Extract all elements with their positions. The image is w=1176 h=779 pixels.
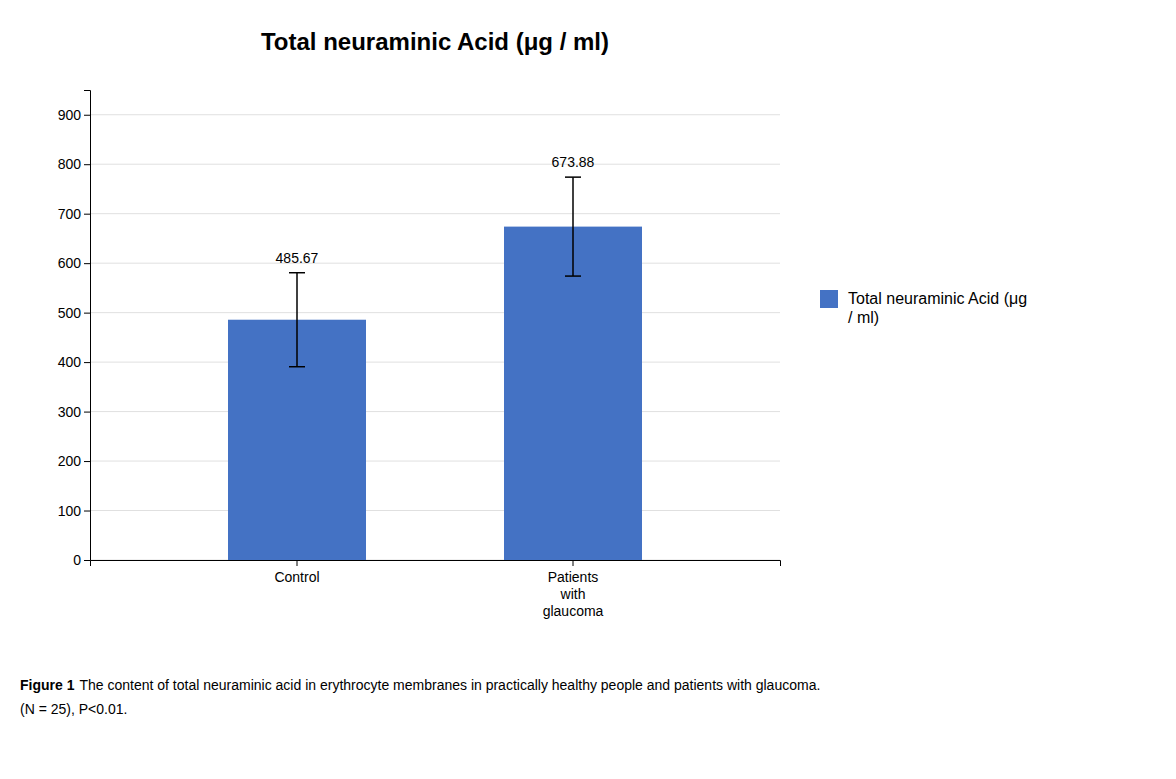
x-tick-label-line: glaucoma bbox=[543, 603, 604, 619]
x-tick-label-line: with bbox=[560, 586, 586, 602]
chart-container: Total neuraminic Acid (μg / ml) 0 100 200 30… bbox=[0, 0, 1176, 779]
x-tick-mark bbox=[573, 560, 574, 566]
x-tick-label-line: Patients bbox=[548, 569, 599, 585]
bar bbox=[504, 227, 642, 560]
caption-text: The content of total neuraminic acid in … bbox=[79, 677, 820, 693]
caption: Figure 1The content of total neuraminic … bbox=[20, 677, 820, 717]
x-tick-label: Control bbox=[274, 569, 319, 585]
y-tick-label: 400 bbox=[58, 354, 82, 370]
y-tick-mark bbox=[84, 362, 90, 363]
error-bar bbox=[289, 273, 305, 367]
y-tick-label: 700 bbox=[58, 206, 82, 222]
x-tick-mark bbox=[297, 560, 298, 566]
data-labels: 485.67 673.88 bbox=[276, 154, 595, 266]
y-tick-label: 600 bbox=[58, 255, 82, 271]
plot-marks bbox=[228, 177, 642, 560]
legend-label-line: / ml) bbox=[848, 309, 879, 326]
y-tick-mark bbox=[84, 412, 90, 413]
x-tick-label-line: Control bbox=[274, 569, 319, 585]
legend-item: Total neuraminic Acid (μg / ml) bbox=[820, 290, 1027, 326]
y-tick-mark bbox=[84, 511, 90, 512]
grid-line bbox=[90, 263, 780, 264]
y-tick: 500 bbox=[58, 305, 90, 321]
y-tick-label: 900 bbox=[58, 107, 82, 123]
x-tick: Patientswithglaucoma bbox=[543, 560, 604, 619]
y-tick: 600 bbox=[58, 255, 90, 271]
error-bar-stem bbox=[572, 177, 574, 276]
y-tick: 0 bbox=[73, 552, 90, 568]
y-tick-mark bbox=[84, 461, 90, 462]
error-bar-cap bbox=[289, 366, 305, 368]
y-tick: 100 bbox=[58, 503, 90, 519]
y-tick-mark bbox=[84, 263, 90, 264]
chart-svg: Total neuraminic Acid (μg / ml) 0 100 200 30… bbox=[0, 0, 1176, 779]
y-tick: 300 bbox=[58, 404, 90, 420]
error-bar-stem bbox=[296, 273, 298, 367]
y-tick-mark bbox=[84, 115, 90, 116]
grid-line bbox=[90, 312, 780, 313]
error-bar-cap bbox=[289, 272, 305, 274]
y-tick-label: 100 bbox=[58, 503, 82, 519]
y-tick: 200 bbox=[58, 453, 90, 469]
error-bar-cap bbox=[565, 176, 581, 178]
grid-line bbox=[90, 411, 780, 412]
grid-line bbox=[90, 461, 780, 462]
grid-line bbox=[90, 510, 780, 511]
x-axis-line bbox=[91, 561, 781, 567]
y-tick: 800 bbox=[58, 156, 90, 172]
caption-bold: Figure 1 bbox=[20, 677, 75, 693]
y-tick: 700 bbox=[58, 206, 90, 222]
grid-line bbox=[90, 362, 780, 363]
y-tick-label: 200 bbox=[58, 453, 82, 469]
y-tick-label: 0 bbox=[73, 552, 81, 568]
y-tick-mark bbox=[84, 560, 90, 561]
grid-line bbox=[90, 114, 780, 115]
y-axis: 0 100 200 300 400 500 600 700 800 900 bbox=[58, 91, 91, 568]
y-tick: 900 bbox=[58, 107, 90, 123]
series bbox=[228, 177, 642, 560]
error-bar-cap bbox=[565, 275, 581, 277]
x-axis: Control Patientswithglaucoma bbox=[91, 560, 781, 619]
y-tick-label: 800 bbox=[58, 156, 82, 172]
y-tick: 400 bbox=[58, 354, 90, 370]
y-axis-line bbox=[84, 91, 91, 561]
y-tick-mark bbox=[84, 313, 90, 314]
grid-line bbox=[90, 164, 780, 165]
x-tick-label: Patientswithglaucoma bbox=[543, 569, 604, 619]
title: Total neuraminic Acid (μg / ml) bbox=[261, 28, 609, 55]
y-tick-label: 300 bbox=[58, 404, 82, 420]
legend-swatch bbox=[820, 290, 838, 308]
error-bar bbox=[565, 177, 581, 276]
y-tick-mark bbox=[84, 214, 90, 215]
y-tick-mark bbox=[84, 164, 90, 165]
grid bbox=[90, 115, 780, 560]
legend-label-line: Total neuraminic Acid (μg bbox=[848, 290, 1027, 307]
legend: Total neuraminic Acid (μg / ml) bbox=[820, 290, 1027, 326]
x-tick: Control bbox=[274, 560, 319, 585]
y-tick-label: 500 bbox=[58, 305, 82, 321]
data-label: 485.67 bbox=[276, 250, 319, 266]
data-label: 673.88 bbox=[552, 154, 595, 170]
grid-line bbox=[90, 213, 780, 214]
caption-text: (N = 25), P<0.01. bbox=[20, 701, 127, 717]
legend-label: Total neuraminic Acid (μg / ml) bbox=[848, 290, 1027, 326]
